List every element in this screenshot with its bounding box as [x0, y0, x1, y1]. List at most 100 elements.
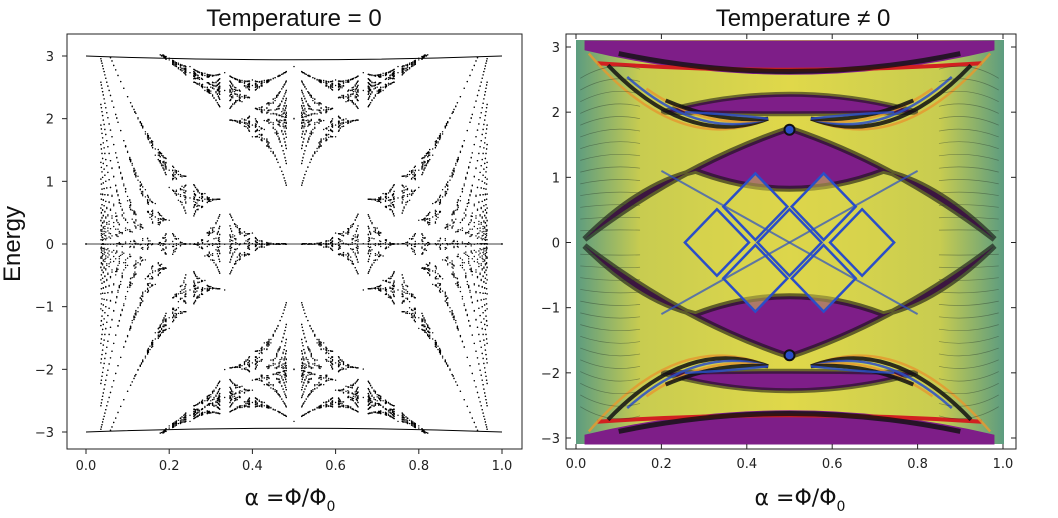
spectrum-point	[481, 269, 483, 271]
spectrum-point	[481, 285, 483, 288]
spectrum-point	[117, 324, 119, 327]
spectrum-point	[142, 246, 144, 249]
spectrum-point	[211, 411, 214, 413]
spectrum-point	[172, 426, 174, 429]
spectrum-point	[115, 258, 117, 260]
spectrum-point	[356, 380, 358, 382]
spectrum-point	[312, 367, 314, 369]
spectrum-point	[465, 177, 467, 180]
spectrum-point	[355, 92, 358, 94]
spectrum-point	[175, 189, 178, 191]
spectrum-point	[164, 236, 166, 239]
spectrum-point	[172, 308, 174, 311]
spectrum-point	[236, 399, 238, 401]
spectrum-point	[314, 126, 316, 128]
spectrum-point	[147, 240, 150, 242]
spectrum-point	[193, 293, 196, 296]
spectrum-point	[233, 102, 236, 104]
spectrum-point	[459, 257, 462, 259]
spectrum-point	[469, 194, 471, 196]
spectrum-point	[107, 401, 109, 403]
spectrum-point	[284, 356, 286, 358]
spectrum-point	[480, 207, 482, 210]
spectrum-point	[121, 308, 123, 311]
spectrum-point	[445, 184, 448, 186]
spectrum-point	[124, 145, 127, 147]
spectrum-point	[342, 242, 345, 244]
spectrum-point	[243, 404, 246, 406]
spectrum-point	[134, 225, 136, 227]
spectrum-point	[354, 236, 356, 238]
spectrum-point	[432, 202, 434, 205]
spectrum-point	[410, 308, 413, 311]
spectrum-point	[232, 252, 234, 254]
spectrum-point	[314, 333, 316, 336]
spectrum-point	[342, 94, 345, 97]
spectrum-point	[429, 331, 431, 333]
spectrum-point	[435, 140, 437, 142]
spectrum-point	[331, 121, 333, 123]
spectrum-point	[140, 192, 143, 195]
spectrum-point	[172, 177, 174, 180]
spectrum-point	[189, 414, 191, 416]
spectrum-point	[402, 209, 404, 211]
spectrum-point	[204, 86, 206, 88]
spectrum-point	[206, 399, 208, 401]
spectrum-point	[140, 256, 143, 259]
spectrum-point	[354, 396, 356, 398]
spectrum-point	[405, 292, 407, 294]
spectrum-point	[193, 282, 196, 284]
spectrum-point	[104, 260, 106, 263]
spectrum-point	[342, 361, 345, 363]
spectrum-point	[109, 261, 112, 263]
spectrum-point	[284, 156, 286, 159]
spectrum-point	[147, 196, 150, 198]
spectrum-point	[281, 73, 283, 76]
spectrum-point	[342, 251, 345, 254]
spectrum-point	[109, 277, 112, 279]
spectrum-point	[131, 231, 133, 233]
spectrum-point	[175, 247, 178, 249]
spectrum-point	[328, 240, 330, 242]
spectrum-point	[104, 225, 106, 228]
spectrum-point	[267, 341, 269, 343]
spectrum-point	[425, 332, 428, 334]
spectrum-point	[282, 125, 284, 127]
spectrum-point	[230, 81, 232, 83]
spectrum-point	[139, 121, 141, 123]
spectrum-point	[241, 390, 243, 392]
spectrum-point	[444, 127, 446, 129]
spectrum-point	[314, 112, 316, 115]
spectrum-point	[481, 352, 483, 355]
spectrum-point	[213, 88, 215, 90]
spectrum-point	[124, 227, 127, 229]
spectrum-point	[142, 192, 144, 194]
spectrum-point	[105, 255, 107, 257]
spectrum-point	[283, 373, 285, 376]
spectrum-point	[175, 171, 178, 174]
spectrum-point	[369, 233, 372, 235]
spectrum-point	[108, 263, 110, 265]
spectrum-point	[282, 388, 284, 390]
spectrum-point	[471, 372, 473, 375]
spectrum-point	[276, 130, 278, 132]
spectrum-point	[293, 420, 295, 423]
spectrum-point	[251, 401, 254, 404]
spectrum-point	[387, 401, 390, 404]
spectrum-point	[108, 152, 110, 155]
spectrum-point	[106, 187, 108, 189]
spectrum-point	[181, 416, 183, 418]
spectrum-point	[276, 113, 278, 115]
spectrum-point	[350, 93, 352, 96]
spectrum-point	[483, 267, 485, 269]
spectrum-point	[320, 345, 322, 347]
spectrum-point	[266, 80, 268, 83]
spectrum-point	[480, 187, 482, 189]
spectrum-point	[267, 141, 269, 143]
spectrum-point	[429, 327, 431, 330]
spectrum-point	[309, 161, 311, 164]
spectrum-point	[104, 152, 106, 155]
left-spectrum-lines	[85, 54, 503, 434]
spectrum-point	[102, 418, 105, 420]
spectrum-point	[482, 194, 484, 196]
